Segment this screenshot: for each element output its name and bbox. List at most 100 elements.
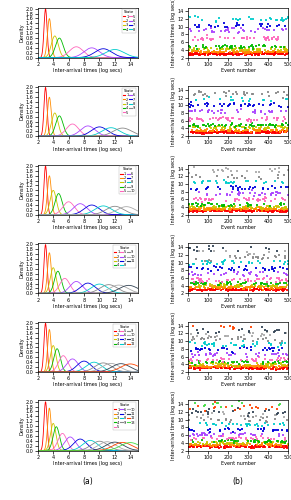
Point	[259, 284, 264, 292]
Point	[221, 432, 225, 440]
Point	[211, 194, 216, 202]
Point	[233, 88, 238, 96]
Point	[272, 286, 276, 294]
Point	[268, 128, 273, 136]
Point	[221, 127, 226, 135]
Point	[246, 204, 250, 212]
Point	[211, 360, 216, 368]
Point	[205, 190, 210, 198]
Point	[256, 364, 261, 372]
Point	[212, 350, 217, 358]
Point	[235, 16, 240, 24]
Point	[285, 46, 290, 54]
Point	[209, 24, 214, 32]
Point	[246, 46, 250, 54]
Point	[193, 361, 197, 369]
Point	[247, 115, 252, 123]
Point	[253, 204, 258, 212]
Y-axis label: Inter-arrival times (log secs): Inter-arrival times (log secs)	[171, 76, 176, 146]
Point	[264, 116, 268, 124]
Point	[200, 440, 205, 448]
Point	[207, 350, 212, 358]
Point	[281, 116, 285, 124]
Point	[272, 50, 277, 58]
Point	[210, 127, 215, 135]
Point	[231, 420, 235, 428]
Point	[224, 128, 229, 136]
Point	[229, 358, 234, 366]
Point	[213, 204, 218, 212]
Point	[221, 100, 226, 108]
Point	[225, 364, 229, 372]
Point	[285, 206, 290, 214]
Point	[278, 50, 282, 58]
Point	[272, 257, 276, 265]
Point	[244, 199, 249, 207]
Point	[199, 282, 204, 290]
Point	[283, 252, 288, 260]
Point	[214, 336, 218, 344]
Point	[276, 364, 281, 372]
Point	[220, 342, 225, 350]
Point	[237, 326, 242, 334]
Point	[205, 410, 210, 418]
Point	[192, 434, 196, 442]
Point	[241, 34, 246, 42]
Point	[233, 362, 237, 370]
Point	[213, 42, 218, 50]
Point	[249, 281, 254, 289]
Point	[198, 124, 203, 132]
Point	[193, 106, 197, 114]
Point	[194, 255, 198, 263]
Point	[205, 364, 210, 372]
Point	[286, 440, 290, 448]
Point	[192, 128, 196, 136]
Point	[224, 92, 228, 100]
Point	[242, 129, 246, 137]
Point	[249, 50, 254, 58]
Point	[238, 50, 242, 58]
Point	[217, 202, 221, 210]
Point	[239, 333, 244, 341]
Point	[198, 284, 203, 292]
Point	[251, 184, 256, 192]
Point	[228, 124, 233, 132]
Point	[265, 34, 269, 42]
Point	[266, 337, 271, 345]
Point	[194, 50, 198, 58]
Point	[221, 204, 225, 212]
Point	[210, 204, 214, 212]
Point	[192, 21, 197, 29]
Point	[238, 254, 242, 262]
Point	[257, 286, 262, 294]
Point	[251, 254, 255, 262]
Point	[228, 418, 232, 426]
Point	[272, 442, 277, 450]
Point	[265, 442, 270, 450]
Point	[237, 286, 241, 294]
Point	[258, 122, 263, 130]
Point	[205, 285, 210, 293]
Point	[217, 207, 221, 215]
Point	[204, 430, 209, 438]
Point	[225, 42, 230, 50]
Point	[254, 50, 258, 58]
Point	[226, 440, 230, 448]
Point	[203, 194, 208, 202]
Point	[189, 207, 193, 215]
Point	[217, 282, 221, 290]
Point	[241, 286, 245, 294]
Point	[223, 364, 228, 372]
Point	[258, 126, 262, 134]
Point	[250, 208, 255, 216]
Point	[193, 32, 198, 40]
Point	[210, 128, 214, 136]
Point	[256, 362, 260, 370]
Point	[204, 278, 209, 286]
Point	[193, 194, 198, 202]
Point	[219, 50, 224, 58]
Point	[238, 102, 243, 110]
Point	[211, 166, 215, 174]
Point	[194, 407, 198, 415]
Point	[267, 441, 271, 449]
